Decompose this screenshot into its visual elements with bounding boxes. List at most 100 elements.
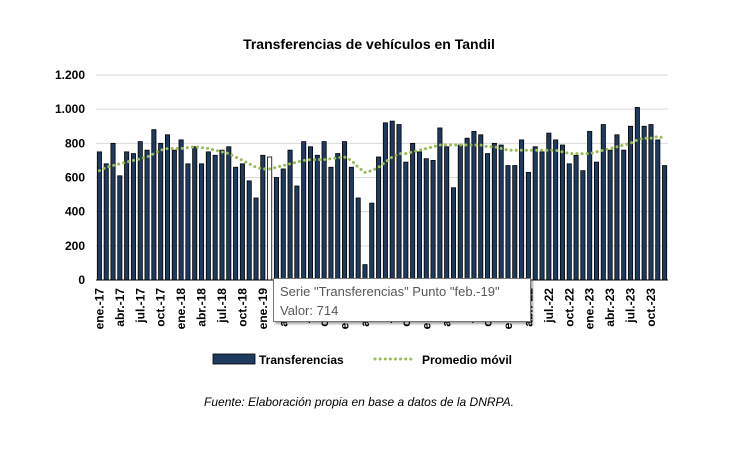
legend-label-transferencias: Transferencias: [259, 353, 344, 367]
bar: [464, 137, 470, 281]
bar: [478, 134, 484, 281]
bar: [491, 142, 497, 281]
bar: [267, 156, 273, 281]
x-tick-label: oct.-22: [562, 288, 576, 327]
bar: [573, 154, 579, 281]
bar: [151, 129, 157, 281]
bar: [628, 125, 634, 281]
bar: [239, 163, 245, 281]
bar: [593, 161, 600, 281]
bar: [648, 124, 654, 281]
x-tick-label: ene.-17: [92, 288, 106, 330]
bar: [294, 185, 300, 281]
bar: [246, 180, 252, 281]
bar: [423, 158, 429, 281]
bar: [662, 165, 668, 281]
x-tick-label: jul.-18: [215, 288, 229, 324]
x-tick-label: oct.-18: [235, 288, 249, 327]
bar: [450, 187, 457, 281]
bar: [416, 151, 422, 281]
bar: [403, 161, 409, 281]
legend-label-promedio: Promedio móvil: [422, 353, 512, 367]
bar: [192, 146, 198, 281]
bar: [546, 132, 552, 281]
y-tick-label: 1.200: [55, 68, 85, 82]
bar: [525, 171, 531, 281]
bar: [164, 134, 171, 281]
bar: [382, 122, 388, 281]
bar: [389, 120, 395, 281]
x-tick-label: jul.-17: [133, 288, 147, 324]
bar: [226, 146, 232, 281]
bar: [103, 163, 109, 281]
x-tick-label: abr.-17: [113, 288, 127, 327]
y-tick-label: 1.000: [55, 102, 85, 116]
bar: [205, 151, 211, 281]
y-tick-label: 200: [65, 239, 85, 253]
bar: [614, 134, 620, 281]
bar: [110, 142, 116, 281]
bar: [471, 130, 477, 281]
bar: [280, 168, 286, 281]
bar: [532, 146, 538, 281]
x-tick-label: jul.-23: [624, 288, 638, 324]
x-tick-label: abr.-23: [603, 288, 617, 327]
bar: [355, 197, 361, 281]
bar: [621, 149, 627, 281]
bar: [553, 139, 559, 281]
bar: [307, 146, 314, 281]
bar: [124, 151, 130, 281]
bar: [600, 124, 606, 281]
x-tick-label: oct.-17: [154, 288, 168, 327]
bar: [376, 156, 382, 281]
bar: [158, 142, 164, 281]
bar: [559, 144, 565, 281]
y-tick-label: 600: [65, 171, 85, 185]
x-tick-label: ene.-18: [174, 288, 188, 330]
moving-average-line: [97, 134, 667, 175]
bar: [430, 160, 436, 281]
bar: [287, 149, 293, 281]
bar: [273, 177, 279, 281]
bar: [321, 141, 327, 281]
bar: [607, 149, 613, 281]
y-tick-label: 800: [65, 136, 85, 150]
bar: [539, 151, 545, 281]
bar: [369, 202, 375, 281]
bar: [178, 139, 184, 281]
bar: [634, 107, 640, 281]
data-tooltip: Serie "Transferencias" Punto "feb.-19" V…: [273, 278, 531, 322]
bar: [314, 154, 320, 281]
bar: [253, 197, 259, 281]
y-tick-label: 0: [78, 273, 85, 287]
bar: [260, 154, 266, 281]
bar: [437, 127, 443, 281]
bar: [485, 153, 491, 281]
tooltip-value: Valor: 714: [280, 303, 339, 318]
bar: [348, 166, 354, 281]
x-tick-label: ene.-23: [583, 288, 597, 330]
bar: [335, 153, 341, 281]
bar: [144, 149, 150, 281]
source-note: Fuente: Elaboración propia en base a dat…: [204, 395, 514, 409]
x-tick-label: jul.-22: [542, 288, 556, 324]
x-tick-label: abr.-18: [195, 288, 209, 327]
bar: [444, 146, 450, 281]
bar: [410, 142, 416, 281]
bar: [233, 166, 239, 281]
bar: [655, 139, 661, 281]
bar: [396, 124, 402, 281]
bar: [498, 144, 504, 281]
bar: [505, 165, 511, 281]
bar: [328, 166, 334, 281]
bar: [117, 175, 123, 281]
x-tick-label: oct.-23: [644, 288, 658, 327]
legend-swatch-transferencias: [212, 353, 256, 365]
x-tick-label: ene.-19: [256, 288, 270, 330]
bar: [580, 170, 586, 281]
bar: [566, 163, 572, 281]
bar: [199, 163, 205, 281]
chart-title: Transferencias de vehículos en Tandil: [243, 36, 495, 52]
